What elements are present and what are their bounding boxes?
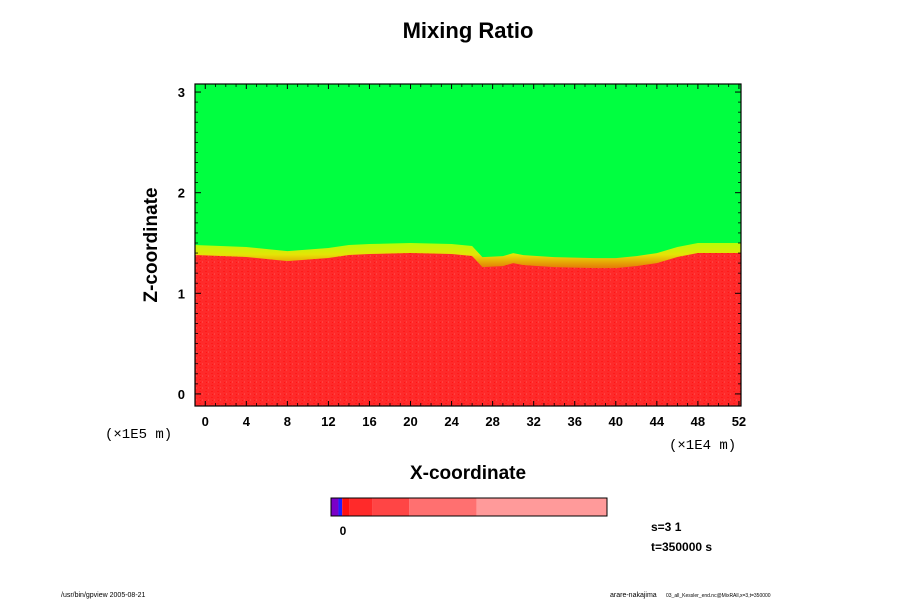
lower-region	[195, 253, 741, 406]
x-axis-label: X-coordinate	[410, 463, 526, 484]
colorbar-frame	[330, 497, 608, 517]
colorbar-segment	[372, 498, 410, 516]
y-tick-label: 1	[178, 286, 185, 301]
x-tick-label: 4	[243, 414, 251, 429]
x-tick-label: 52	[732, 414, 746, 429]
info-t: t=350000 s	[651, 540, 712, 554]
y-tick-label: 2	[178, 186, 185, 201]
info-s: s=3 1	[651, 520, 682, 534]
x-axis-unit: (×1E4 m)	[669, 438, 736, 454]
x-tick-label: 12	[321, 414, 335, 429]
x-tick-label: 32	[526, 414, 540, 429]
y-tick-label: 0	[178, 387, 185, 402]
chart-title: Mixing Ratio	[403, 18, 534, 43]
colorbar-segment	[331, 498, 339, 516]
x-tick-label: 0	[202, 414, 209, 429]
x-tick-label: 44	[650, 414, 665, 429]
x-axis-ticks: 0 4 8 12 16 20 24 28 32 36 40 44 48 52	[202, 84, 746, 429]
x-tick-label: 28	[485, 414, 499, 429]
x-tick-label: 24	[444, 414, 459, 429]
y-axis-ticks: 0 1 2 3	[178, 85, 741, 402]
footer-left: /usr/bin/gpview 2005-08-21	[61, 592, 146, 599]
y-axis-unit: (×1E5 m)	[105, 427, 172, 443]
colorbar-segment	[338, 498, 343, 516]
colorbar	[330, 497, 608, 517]
plot-frame	[194, 83, 742, 407]
colorbar-segment	[349, 498, 373, 516]
plot-area	[195, 84, 741, 406]
colorbar-segment	[409, 498, 477, 516]
y-tick-label: 3	[178, 85, 185, 100]
x-tick-label: 40	[609, 414, 623, 429]
x-tick-label: 16	[362, 414, 376, 429]
x-tick-label: 36	[568, 414, 582, 429]
footer-right-main: arare-nakajima	[610, 592, 657, 599]
x-tick-label: 48	[691, 414, 705, 429]
footer-right-sub: 03_all_Kessler_end.nc@MixRAll,x=3,t=3500…	[666, 593, 771, 599]
colorbar-label-zero: 0	[340, 524, 347, 538]
y-axis-label: Z-coordinate	[141, 187, 162, 302]
colorbar-segment	[476, 498, 607, 516]
x-tick-label: 8	[284, 414, 291, 429]
colorbar-segment	[342, 498, 350, 516]
x-tick-label: 20	[403, 414, 417, 429]
